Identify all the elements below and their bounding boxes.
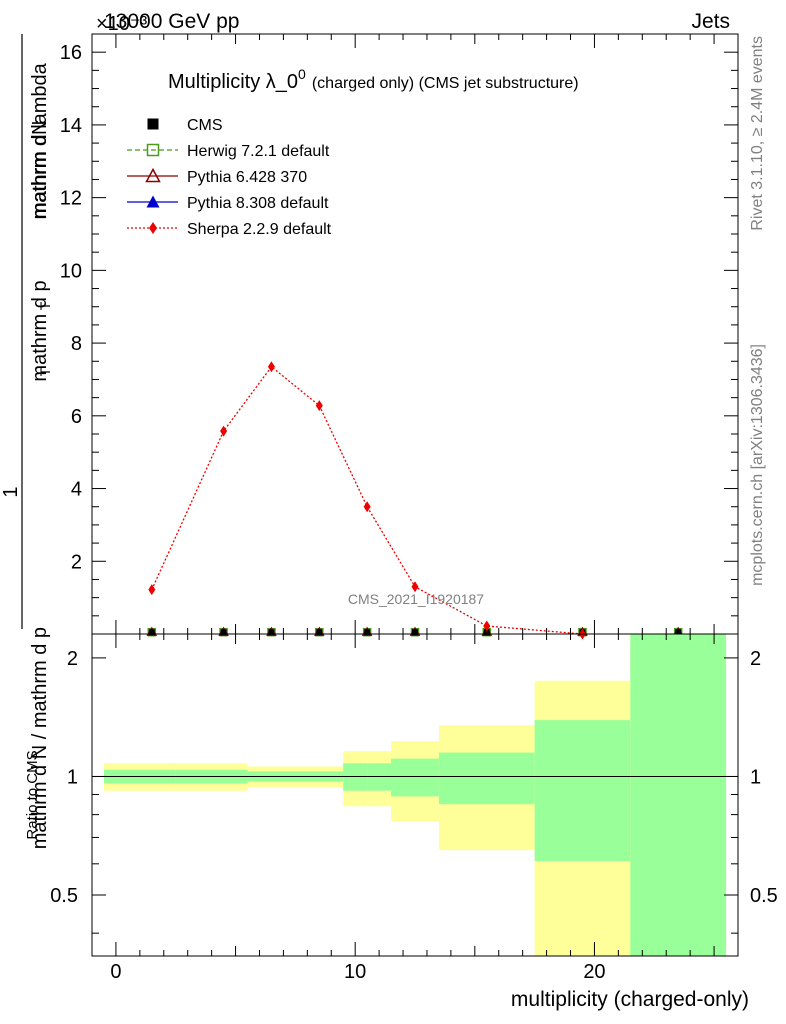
legend-label: Sherpa 2.2.9 default: [187, 221, 332, 238]
ratio-inner-band: [343, 763, 368, 791]
ylabel-denominator-2: mathrm d p: [29, 280, 51, 381]
ratio-xtick-label: 10: [344, 961, 366, 983]
cms-point: [675, 629, 682, 636]
main-ytick-label: 10: [60, 260, 82, 282]
cms-point: [364, 629, 371, 636]
header-collision: 13000 GeV pp: [104, 10, 239, 33]
title-sub: (charged only) (CMS jet substructure): [312, 75, 579, 92]
cms-point: [220, 629, 227, 636]
watermark: CMS_2021_I1920187: [348, 591, 484, 607]
legend-marker: [146, 143, 160, 157]
legend-marker: [145, 167, 161, 183]
sherpa-line: [151, 365, 583, 635]
ratio-ytick-label-right: 0.5: [750, 885, 778, 907]
legend-marker: [147, 118, 159, 130]
sherpa-point: [220, 425, 228, 437]
main-ytick-label: 14: [60, 115, 82, 137]
title-main: Multiplicity λ_0: [168, 71, 298, 93]
ratio-frame: [91, 633, 739, 957]
ratio-ylabel: Ratio to CMS: [24, 750, 41, 839]
sherpa-point: [315, 400, 323, 412]
cms-point: [412, 629, 418, 636]
legend: CMS Herwig 7.2.1 default Pythia 6.428 370 P…: [127, 117, 332, 238]
ratio-axis-ticks: 0.5 0.51 12 20 10 20: [50, 634, 778, 983]
ratio-ytick-label-right: 2: [750, 648, 761, 670]
ylabel-denominator-1: mathrm d N / mathrm d p: [29, 627, 51, 849]
ratio-ytick-label-right: 1: [750, 766, 761, 788]
ratio-inner-band: [367, 763, 392, 791]
legend-marker: [146, 195, 160, 208]
legend-label: Pythia 6.428 370: [187, 169, 307, 186]
ylabel-denominator-3: mathrm d lambda: [29, 62, 51, 218]
sherpa-point: [267, 361, 275, 373]
main-ytick-label: 2: [71, 551, 82, 573]
ylabel-denominator-1-sub: T: [37, 367, 53, 376]
x-axis-label: multiplicity (charged-only): [511, 988, 749, 1011]
mcplots-label: mcplots.cern.ch [arXiv:1306.3436]: [749, 344, 766, 586]
header-exponent: ×10⁻³: [96, 13, 147, 35]
legend-label: Herwig 7.2.1 default: [187, 143, 330, 160]
ratio-inner-band: [534, 720, 631, 861]
main-ytick-label: 8: [71, 333, 82, 355]
legend-marker: [149, 222, 157, 234]
ylabel-denominator-2-sub: T: [37, 301, 53, 310]
ratio-ytick-label-left: 1: [67, 766, 78, 788]
main-axis-ticks: 2 4 6 8 10 12 14 16: [60, 33, 738, 635]
ratio-xtick-label: 0: [110, 961, 121, 983]
ratio-inner-band: [630, 634, 727, 956]
ratio-ytick-label-left: 0.5: [50, 885, 78, 907]
main-ytick-label: 12: [60, 188, 82, 210]
main-ytick-label: 6: [71, 406, 82, 428]
ratio-bands: [92, 634, 738, 956]
title-sup: 0: [298, 66, 306, 82]
sherpa-point: [363, 501, 371, 513]
sherpa-point: [483, 620, 491, 632]
main-ytick-label: 4: [71, 479, 82, 501]
sherpa-point: [411, 581, 419, 593]
legend-label: CMS: [187, 117, 223, 134]
main-ytick-label: 16: [60, 42, 82, 64]
ratio-xtick-label: 20: [583, 961, 605, 983]
header-jets: Jets: [691, 10, 730, 33]
main-series: [146, 361, 684, 640]
cms-point: [268, 629, 275, 636]
cms-point: [148, 629, 155, 636]
main-title: Multiplicity λ_00 (charged only) (CMS jet…: [168, 66, 579, 93]
main-ylabel: 1 mathrm dN mathrm d N / mathrm d p T ma…: [0, 34, 53, 849]
ylabel-top: 1: [0, 486, 22, 497]
ylabel-numerator: mathrm dN: [29, 121, 51, 220]
sherpa-point: [148, 584, 156, 596]
ratio-inner-band: [438, 752, 535, 805]
ratio-ytick-label-left: 2: [67, 648, 78, 670]
ratio-inner-band: [391, 758, 439, 797]
cms-point: [483, 629, 490, 636]
cms-point: [316, 629, 323, 636]
rivet-label: Rivet 3.1.10, ≥ 2.4M events: [749, 36, 766, 231]
legend-label: Pythia 8.308 default: [187, 195, 329, 212]
